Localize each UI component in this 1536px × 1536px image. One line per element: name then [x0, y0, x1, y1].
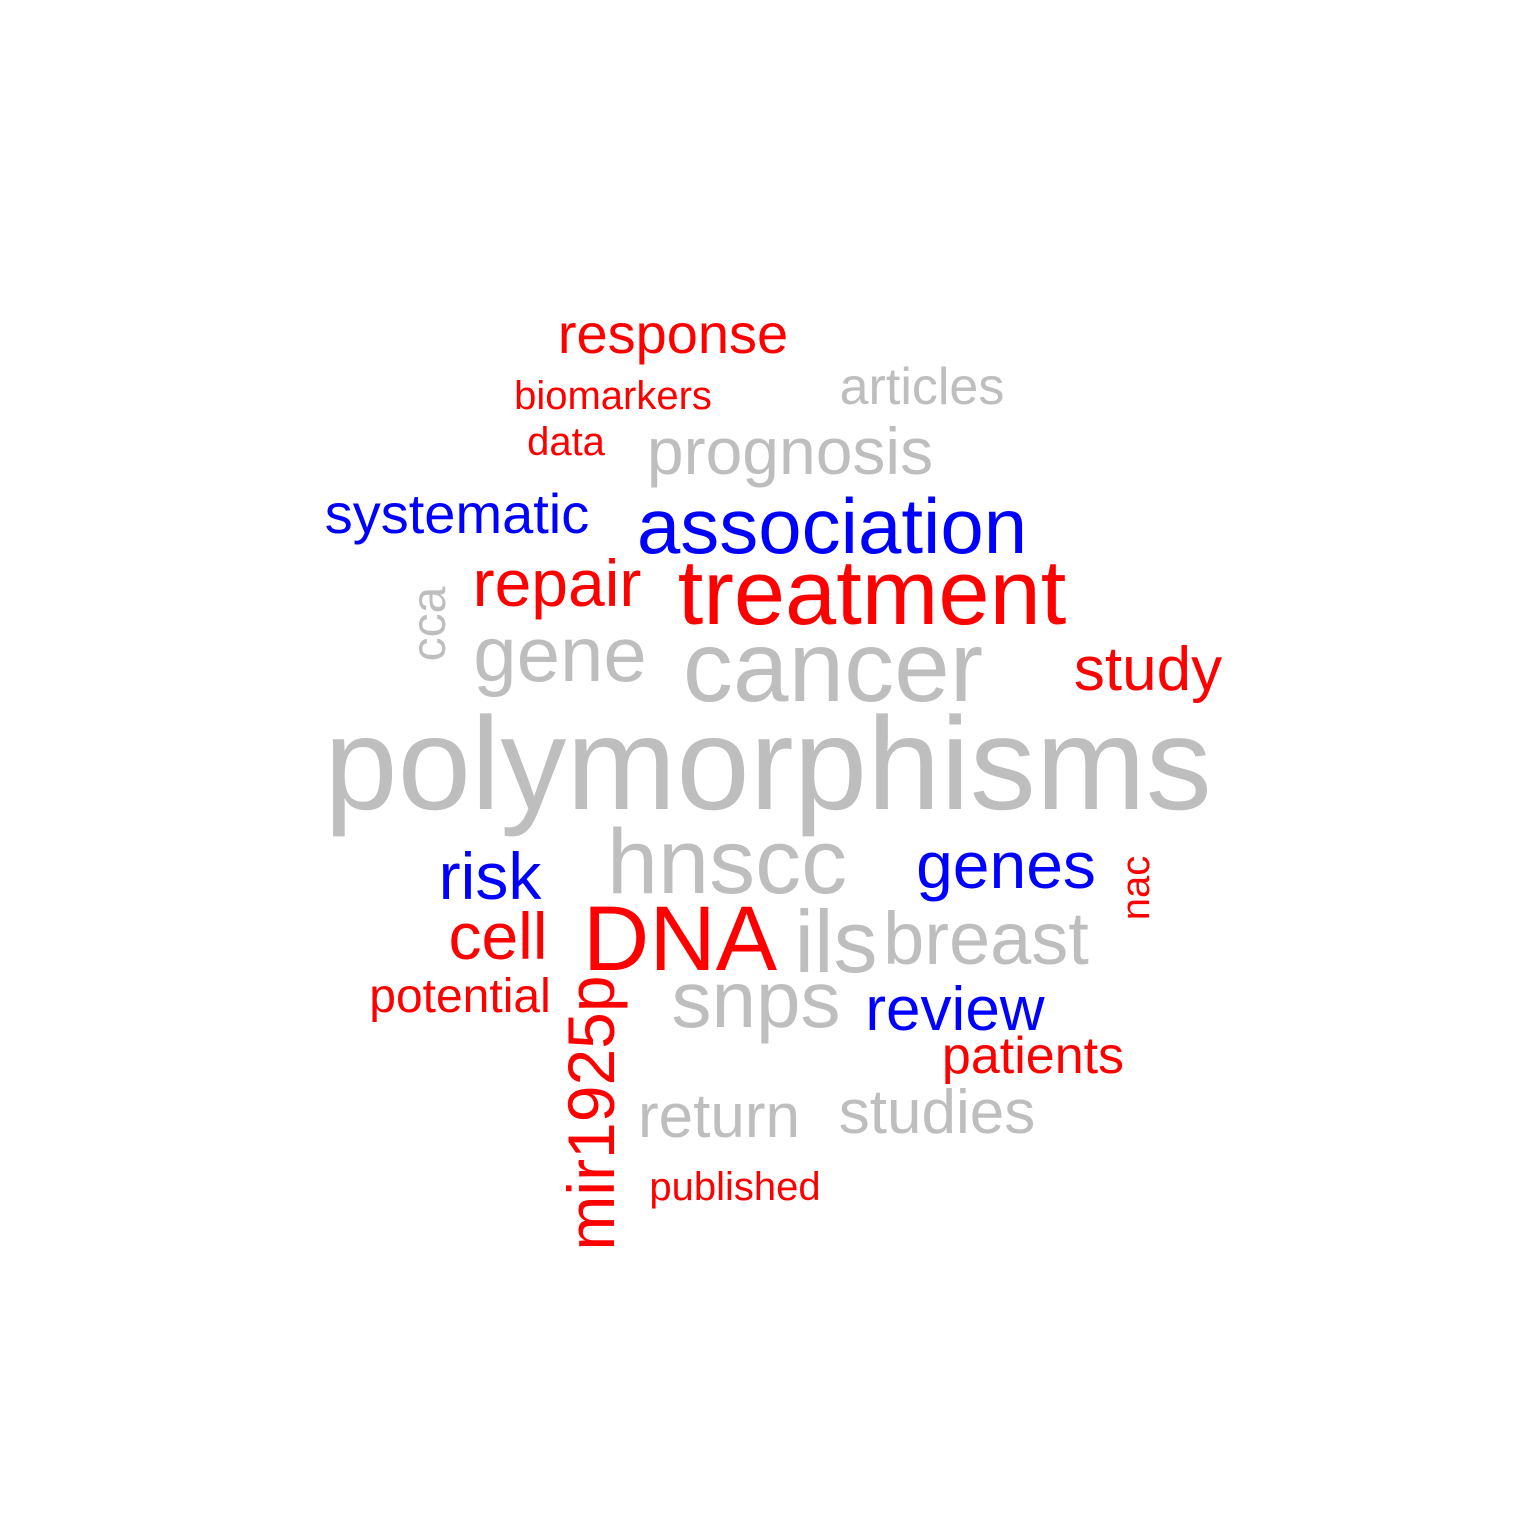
word-mir1925p: mir1925p — [554, 975, 628, 1251]
word-data: data — [527, 420, 605, 464]
word-ils: ils — [794, 892, 878, 991]
word-polymorphisms: polymorphisms — [324, 690, 1212, 837]
word-nac: nac — [1114, 855, 1158, 921]
word-articles: articles — [839, 358, 1005, 416]
word-prognosis: prognosis — [646, 414, 934, 488]
word-biomarkers: biomarkers — [514, 374, 712, 418]
word-genes: genes — [916, 828, 1096, 902]
word-return: return — [638, 1082, 800, 1151]
word-breast: breast — [883, 897, 1089, 980]
word-cell: cell — [448, 899, 548, 973]
word-risk: risk — [438, 839, 542, 913]
word-treatment: treatment — [677, 542, 1067, 644]
word-dna: DNA — [582, 888, 778, 990]
word-gene: gene — [473, 610, 647, 698]
word-published: published — [649, 1165, 821, 1209]
word-systematic: systematic — [324, 482, 590, 545]
word-snps: snps — [671, 955, 841, 1044]
word-patients: patients — [941, 1027, 1125, 1085]
word-review: review — [865, 975, 1045, 1044]
word-repair: repair — [472, 546, 642, 620]
word-studies: studies — [838, 1078, 1036, 1147]
word-association: association — [636, 482, 1028, 570]
word-cancer: cancer — [682, 611, 984, 723]
word-response: response — [557, 302, 789, 365]
word-potential: potential — [369, 970, 551, 1023]
word-hnscc: hnscc — [606, 811, 848, 913]
word-cca: cca — [403, 586, 456, 662]
word-study: study — [1073, 635, 1223, 704]
